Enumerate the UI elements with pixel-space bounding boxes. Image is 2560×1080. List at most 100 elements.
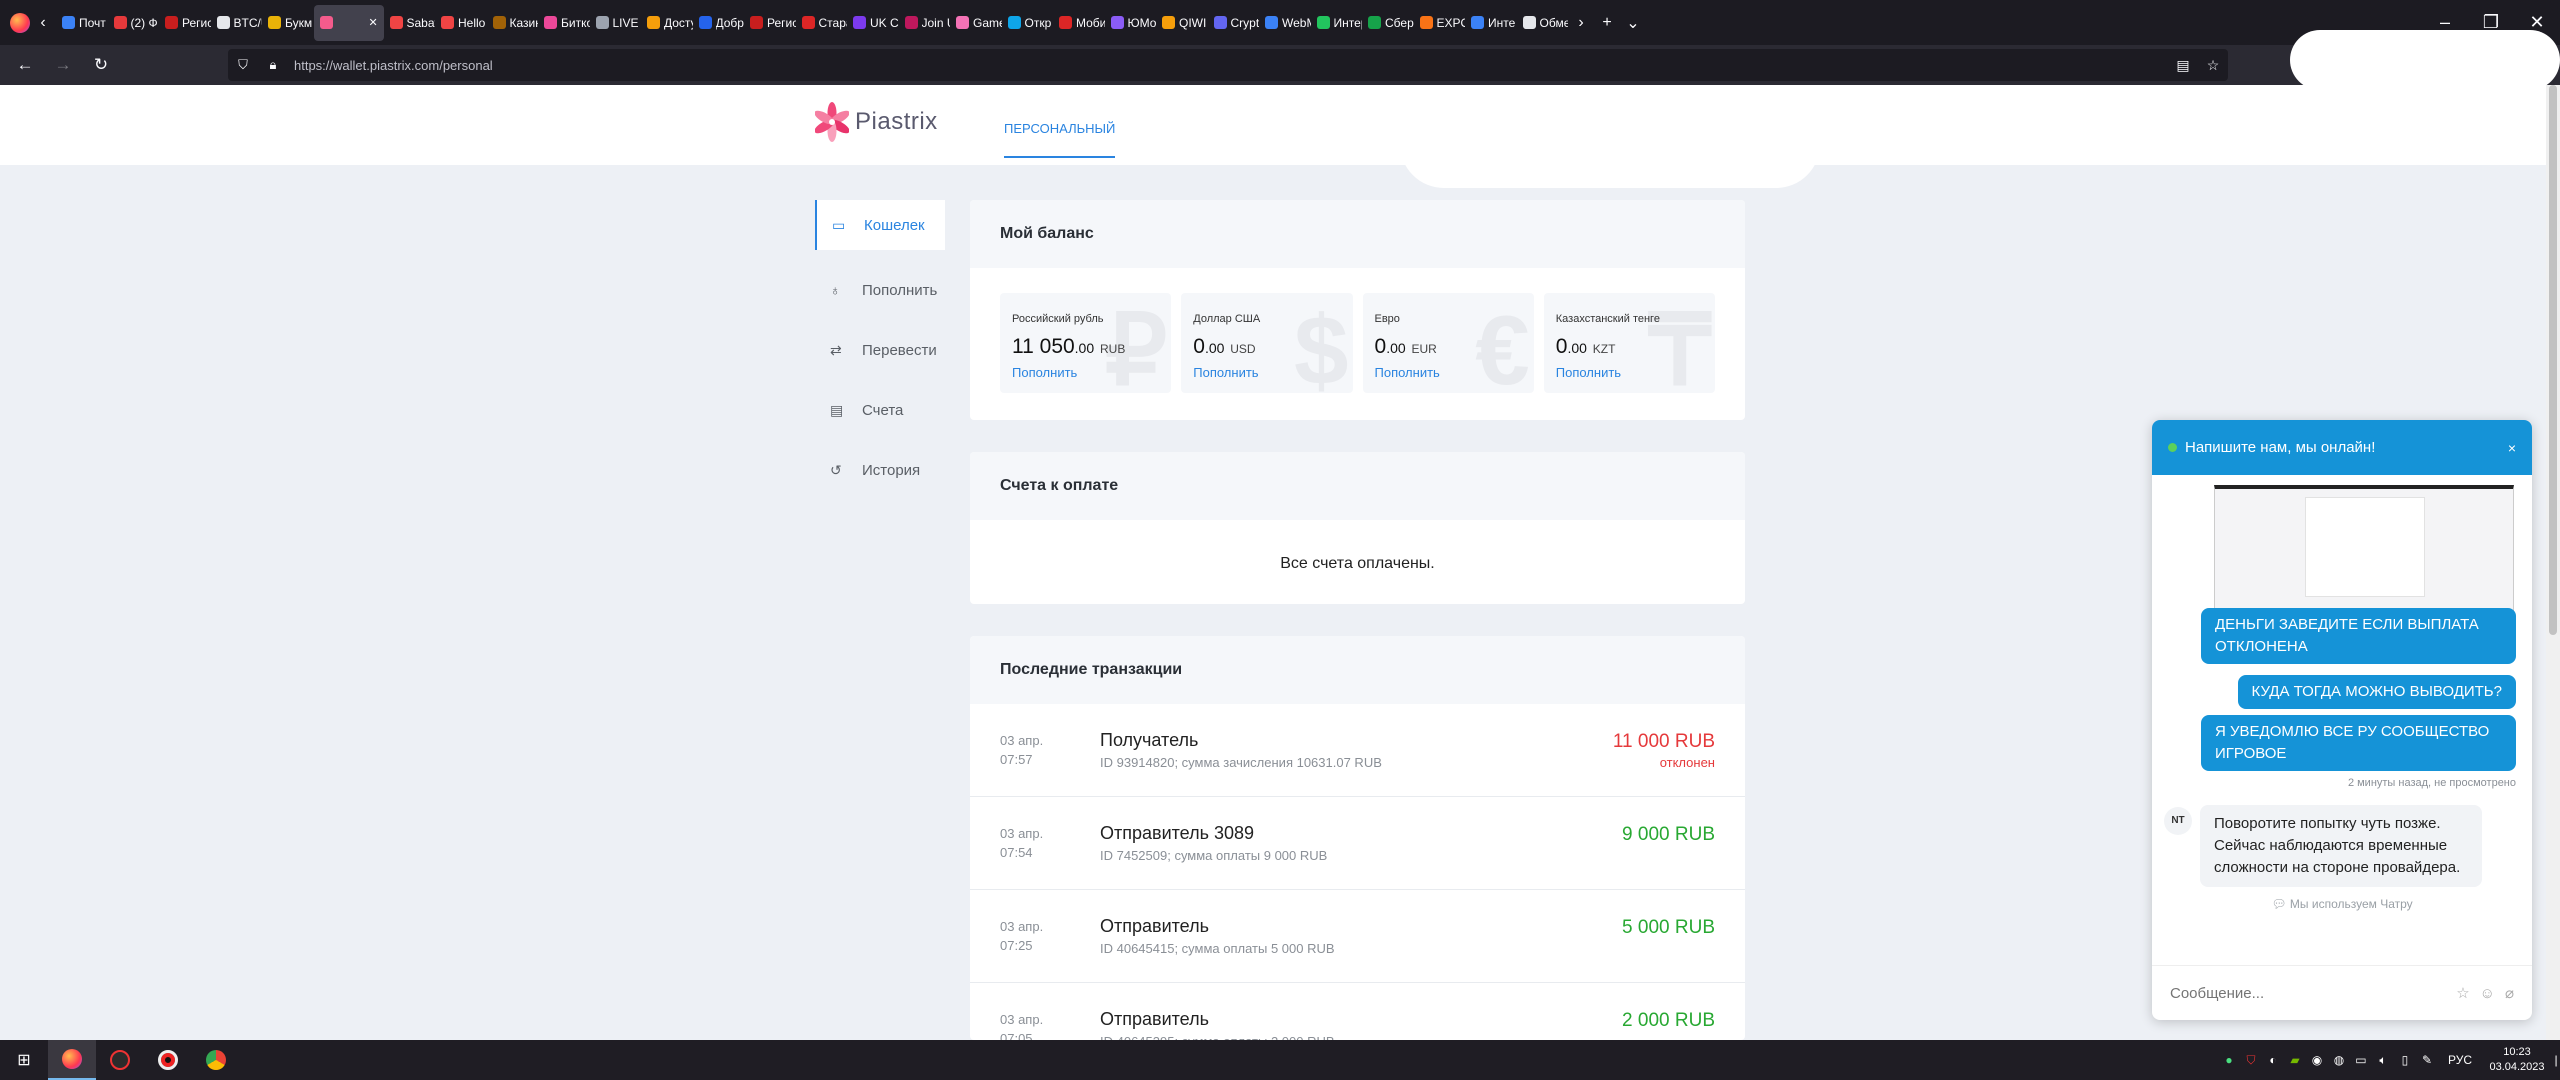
topup-link[interactable]: Пополнить [1555, 365, 1622, 380]
tab-scroll-left-icon[interactable]: ‹ [40, 13, 46, 31]
topup-link[interactable]: Пополнить [1193, 365, 1259, 380]
tab-close-icon[interactable]: ✕ [339, 5, 384, 41]
url-text[interactable]: https://wallet.piastrix.com/personal [294, 57, 493, 73]
tray-app-icon[interactable]: ◉ [2311, 1053, 2323, 1067]
tray-nvidia-icon[interactable]: ▰ [2290, 1053, 2300, 1067]
transaction-title: Отправитель [1100, 916, 1209, 936]
tab-scroll-right-icon[interactable]: › [1578, 13, 1584, 31]
tab[interactable]: Почт [56, 5, 108, 41]
tab-label: Битко [561, 15, 590, 30]
tab[interactable]: (2) Ф [108, 5, 160, 41]
tray-app-icon[interactable]: ◍ [2333, 1053, 2345, 1067]
powered-by-link[interactable]: 💬︎ Мы используем Чатру [2152, 897, 2532, 911]
tab[interactable]: Sabat [384, 5, 435, 41]
tab[interactable]: Crypt [1208, 5, 1259, 41]
page-scrollbar-thumb[interactable] [2549, 85, 2557, 635]
tab[interactable]: Казин [487, 5, 538, 41]
keyboard-language[interactable]: РУС [2447, 1053, 2472, 1067]
tab[interactable]: ЮМо [1105, 5, 1156, 41]
app-taskbar-icon[interactable] [96, 1040, 144, 1080]
tab[interactable]: Интер [1311, 5, 1362, 41]
show-desktop-button[interactable]: | [2554, 1053, 2558, 1067]
tab[interactable]: Досту [641, 5, 693, 41]
tab[interactable]: Сбер [1362, 5, 1414, 41]
window-close-icon[interactable]: ✕ [2529, 12, 2545, 32]
pen-icon[interactable]: ✎ [2421, 1053, 2432, 1067]
tray-green-icon[interactable]: ● [2225, 1053, 2233, 1067]
tab-list-icon[interactable]: ⌄ [1626, 14, 1640, 32]
maximize-icon[interactable]: ❐ [2482, 12, 2500, 32]
balance-amount: 0.00 USD [1193, 335, 1340, 359]
piastrix-logo[interactable]: Piastrix [815, 100, 938, 144]
transaction-row[interactable]: 03 апр. 07:05 Отправитель ID 40645395; сумм… [970, 983, 1745, 1040]
chat-message-input[interactable] [2170, 984, 2410, 1002]
tab-active[interactable]: Мо✕ [313, 4, 384, 41]
topup-link[interactable]: Пополнить [1012, 365, 1078, 380]
tray-app-icon[interactable]: ◐ [2269, 1053, 2277, 1067]
record-taskbar-icon[interactable] [144, 1040, 192, 1080]
tab[interactable]: Game [950, 5, 1002, 41]
back-icon[interactable]: ← [16, 55, 34, 74]
transaction-title: Получатель [1100, 730, 1199, 750]
rate-star-icon[interactable]: ☆ [2456, 985, 2470, 1002]
tab[interactable]: Регис [159, 5, 211, 41]
tab-personal[interactable]: ПЕРСОНАЛЬНЫЙ [1004, 121, 1116, 158]
tab[interactable]: Hello [435, 5, 487, 41]
transaction-row[interactable]: 03 апр. 07:54 Отправитель 3089 ID 7452509; … [970, 797, 1745, 890]
tab[interactable]: Обме [1517, 5, 1568, 41]
tab[interactable]: Регис [744, 5, 796, 41]
tab[interactable]: Стара [796, 5, 848, 41]
shield-icon[interactable]: ⛉ [238, 57, 248, 72]
tab[interactable]: Битко [538, 5, 590, 41]
sidebar-item-0[interactable]: ▭ Кошелек [815, 200, 945, 250]
chrome-taskbar-icon[interactable] [192, 1040, 240, 1080]
topup-link[interactable]: Пополнить [1374, 365, 1440, 380]
tab[interactable]: WebM [1259, 5, 1311, 41]
forward-icon[interactable]: → [54, 55, 72, 74]
attach-icon[interactable]: ⌀ [2504, 985, 2514, 1002]
sidebar-item-2[interactable]: ⇄ Перевести [815, 320, 945, 380]
tab[interactable]: Join U [899, 5, 950, 41]
tab-label: Сбер [1385, 15, 1414, 30]
address-bar[interactable]: ⛉ 🔒︎ https://wallet.piastrix.com/persona… [228, 49, 2228, 81]
chat-header[interactable]: Напишите нам, мы онлайн! × [2152, 420, 2532, 475]
tab[interactable]: LIVE [590, 5, 642, 41]
emoji-icon[interactable]: ☺ [2479, 984, 2495, 1002]
lock-icon[interactable]: 🔒︎ [269, 57, 277, 72]
balance-int: 11 050 [1012, 335, 1075, 358]
balance-tile: ₽ Российский рубль 11 050.00 RUB Пополнить [1000, 293, 1172, 393]
firefox-logo-icon[interactable] [10, 12, 30, 33]
transaction-row[interactable]: 03 апр. 07:57 Получатель ID 93914820; сумма… [970, 704, 1745, 797]
chat-close-icon[interactable]: × [2507, 439, 2516, 456]
tab-label: Стара [818, 15, 848, 30]
tab[interactable]: Добр [693, 5, 745, 41]
firefox-taskbar-icon[interactable] [48, 1040, 96, 1080]
volume-icon[interactable]: 🔈︎ [2379, 1052, 2387, 1067]
sidebar-item-1[interactable]: ♁ Пополнить [815, 260, 945, 320]
network-icon[interactable]: ▭ [2355, 1053, 2367, 1067]
bookmark-star-icon[interactable]: ☆ [2206, 56, 2220, 73]
tab[interactable]: QIWI [1156, 5, 1208, 41]
reload-icon[interactable]: ↻ [93, 55, 109, 74]
chat-messages[interactable]: ДЕНЬГИ ЗАВЕДИТЕ ЕСЛИ ВЫПЛАТА ОТКЛОНЕНА К… [2152, 475, 2532, 965]
new-tab-icon[interactable]: + [1602, 13, 1612, 31]
sidebar-item-4[interactable]: ↺ История [815, 440, 945, 500]
transaction-row[interactable]: 03 апр. 07:25 Отправитель ID 40645415; сумм… [970, 890, 1745, 983]
minimize-icon[interactable]: – [2439, 12, 2450, 32]
transactions-card: Последние транзакции 03 апр. 07:57 Получат… [970, 636, 1745, 1040]
tab[interactable]: Откр [1002, 5, 1054, 41]
sidebar-item-3[interactable]: ▤ Счета [815, 380, 945, 440]
tab[interactable]: UK Cl [847, 5, 899, 41]
tab[interactable]: EXPO [1414, 5, 1465, 41]
start-button-icon[interactable]: ⊞ [17, 1052, 31, 1069]
reader-view-icon[interactable]: ▤ [2176, 56, 2190, 73]
tab[interactable]: Инте [1465, 5, 1517, 41]
tab[interactable]: BTC/U [211, 5, 262, 41]
tray-shield-icon[interactable]: ⛉ [2246, 1052, 2256, 1067]
window-controls: – ❐ ✕ [2422, 0, 2560, 45]
attached-screenshot-image[interactable] [2214, 485, 2514, 615]
tab[interactable]: Моби [1053, 5, 1105, 41]
tab[interactable]: Букм [262, 5, 314, 41]
clock[interactable]: 10:23 03.04.2023 [2482, 1045, 2552, 1075]
battery-icon[interactable]: ▯ [2401, 1053, 2409, 1067]
